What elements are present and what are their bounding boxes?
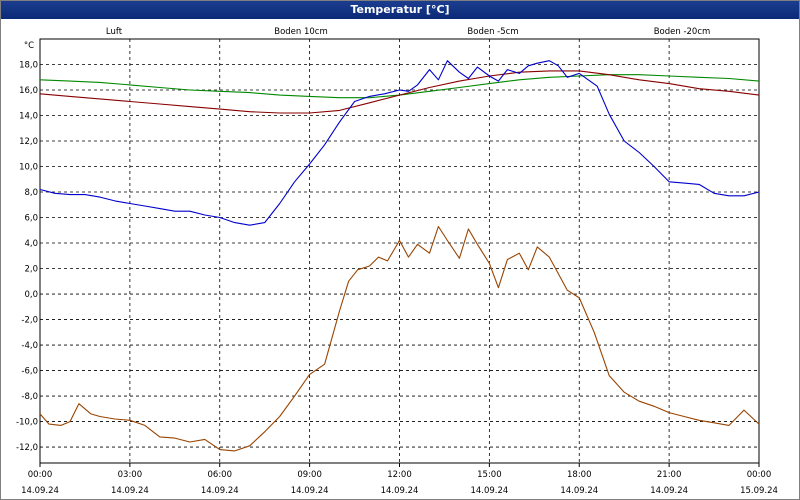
y-tick-label: 12,0 xyxy=(19,137,38,147)
x-tick-date-label: 14.09.24 xyxy=(111,486,149,496)
y-tick-label: 4,0 xyxy=(24,239,38,249)
chart-title: Temperatur [°C] xyxy=(1,1,799,19)
x-tick-time-label: 03:00 xyxy=(118,470,143,480)
y-tick-label: 8,0 xyxy=(24,188,38,198)
series-line-boden-5cm xyxy=(39,70,760,114)
x-tick-time-label: 18:00 xyxy=(567,470,592,480)
x-tick-time-label: 09:00 xyxy=(297,470,322,480)
legend-entry-boden-20cm: Boden -20cm xyxy=(654,27,711,37)
legend-entry-luft: Luft xyxy=(106,27,123,37)
y-tick-label: 14,0 xyxy=(19,112,38,122)
x-tick-time-label: 21:00 xyxy=(657,470,682,480)
x-tick-date-label: 14.09.24 xyxy=(21,486,59,496)
x-tick-time-label: 12:00 xyxy=(387,470,412,480)
x-tick-time-label: 00:00 xyxy=(28,470,53,480)
y-tick-label: 6,0 xyxy=(24,214,38,224)
x-tick-time-label: 06:00 xyxy=(208,470,233,480)
series-line-boden-10cm xyxy=(39,225,760,452)
x-tick-date-label: 14.09.24 xyxy=(470,486,508,496)
x-tick-date-label: 15.09.24 xyxy=(740,486,778,496)
y-tick-label: -2,0 xyxy=(21,316,38,326)
y-tick-label: -6,0 xyxy=(21,367,38,377)
y-tick-label: -12,0 xyxy=(16,443,38,453)
y-axis-unit-label: °C xyxy=(24,41,34,51)
x-tick-date-label: 14.09.24 xyxy=(201,486,239,496)
x-tick-date-label: 14.09.24 xyxy=(650,486,688,496)
y-tick-label: -10,0 xyxy=(16,418,38,428)
y-tick-label: 0,0 xyxy=(24,290,38,300)
y-tick-label: 18,0 xyxy=(19,61,38,71)
x-tick-date-label: 14.09.24 xyxy=(291,486,329,496)
series-line-luft xyxy=(39,60,760,226)
x-tick-time-label: 00:00 xyxy=(747,470,772,480)
y-tick-label: -8,0 xyxy=(21,392,38,402)
y-tick-label: 2,0 xyxy=(24,265,38,275)
y-tick-label: 10,0 xyxy=(19,163,38,173)
y-tick-label: -4,0 xyxy=(21,341,38,351)
y-tick-label: 16,0 xyxy=(19,86,38,96)
legend-entry-boden-10cm: Boden 10cm xyxy=(274,27,328,37)
x-tick-time-label: 15:00 xyxy=(477,470,502,480)
x-tick-date-label: 14.09.24 xyxy=(560,486,598,496)
legend-entry-boden-5cm: Boden -5cm xyxy=(467,27,518,37)
x-tick-date-label: 14.09.24 xyxy=(381,486,419,496)
